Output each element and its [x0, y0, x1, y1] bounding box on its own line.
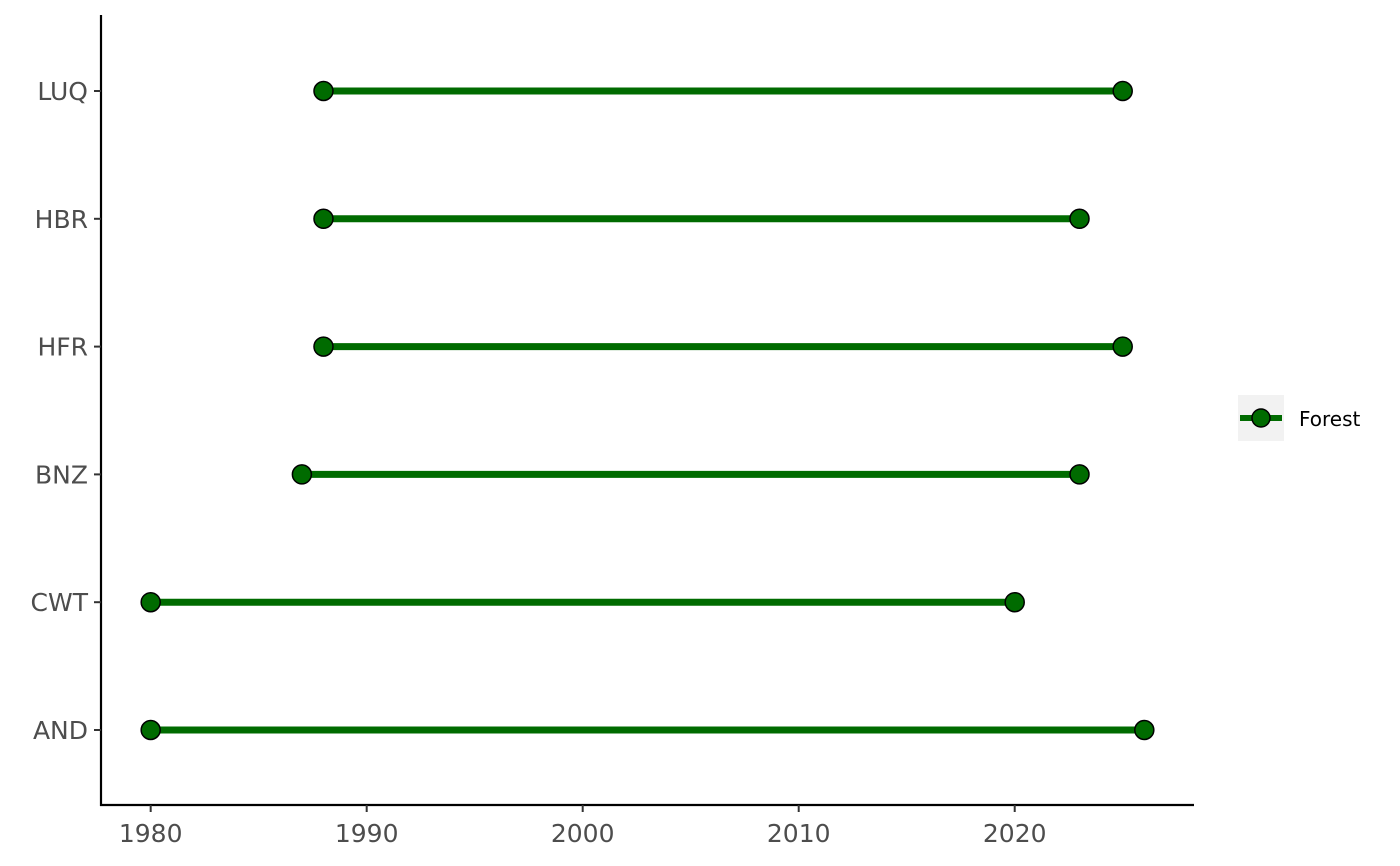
start-point-cwt — [140, 591, 161, 613]
x-tick-label-1980: 1980 — [119, 819, 183, 848]
x-tick-label-2020: 2020 — [983, 819, 1047, 848]
y-tick-label-bnz: BNZ — [35, 460, 88, 489]
end-point-cwt — [1004, 591, 1025, 613]
plot-area — [140, 80, 1155, 741]
y-tick-label-hbr: HBR — [35, 205, 88, 234]
start-point-bnz — [291, 464, 313, 485]
end-point-hfr — [1112, 336, 1133, 357]
x-axis-ticks: 1980 1990 2000 2010 2020 — [119, 805, 1047, 848]
end-point-luq — [1112, 80, 1133, 102]
end-point-and — [1134, 719, 1155, 741]
start-point-and — [140, 719, 161, 741]
y-tick-label-cwt: CWT — [31, 588, 89, 617]
x-tick-label-2000: 2000 — [551, 819, 615, 848]
legend-key-point — [1251, 408, 1271, 428]
y-axis-ticks: AND CWT BNZ HFR HBR LUQ — [31, 77, 101, 745]
end-point-bnz — [1069, 464, 1090, 485]
y-tick-label-hfr: HFR — [37, 333, 88, 362]
y-tick-label-luq: LUQ — [37, 77, 88, 106]
start-point-luq — [313, 80, 334, 102]
legend-label-forest: Forest — [1299, 407, 1361, 431]
y-tick-label-and: AND — [33, 716, 88, 745]
start-point-hfr — [313, 336, 334, 357]
x-tick-label-1990: 1990 — [335, 819, 399, 848]
end-point-hbr — [1069, 208, 1090, 230]
axes — [99, 15, 1194, 807]
legend: Forest — [1238, 395, 1361, 441]
x-tick-label-2010: 2010 — [767, 819, 831, 848]
start-point-hbr — [313, 208, 334, 230]
